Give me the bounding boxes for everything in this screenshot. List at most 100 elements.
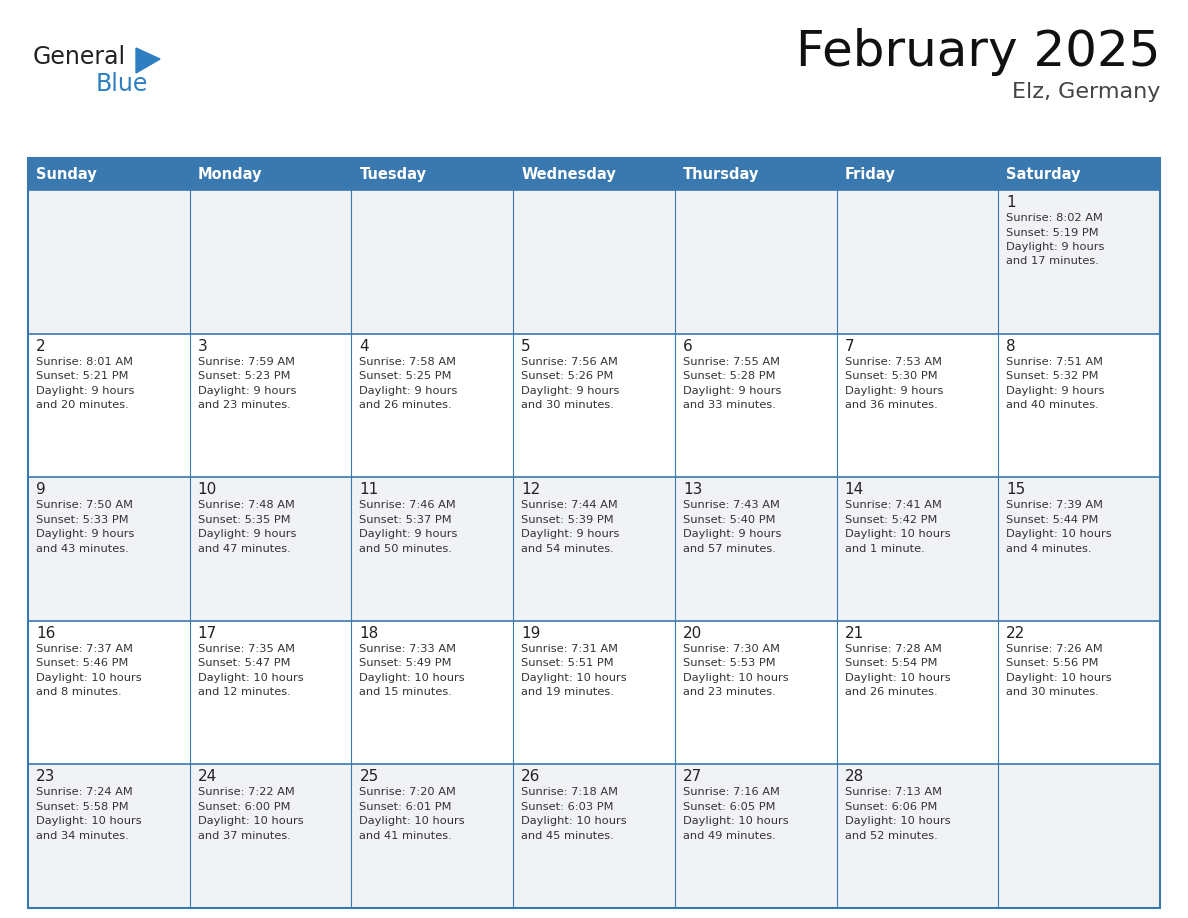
- Text: Daylight: 9 hours: Daylight: 9 hours: [1006, 242, 1105, 252]
- Text: Sunrise: 7:24 AM: Sunrise: 7:24 AM: [36, 788, 133, 798]
- Text: and 47 minutes.: and 47 minutes.: [197, 543, 290, 554]
- Text: and 19 minutes.: and 19 minutes.: [522, 688, 614, 698]
- Text: 26: 26: [522, 769, 541, 784]
- Text: Sunset: 5:25 PM: Sunset: 5:25 PM: [360, 371, 451, 381]
- Text: 5: 5: [522, 339, 531, 353]
- Text: 22: 22: [1006, 626, 1025, 641]
- Text: Daylight: 9 hours: Daylight: 9 hours: [522, 386, 619, 396]
- Text: 12: 12: [522, 482, 541, 498]
- Text: Sunset: 5:49 PM: Sunset: 5:49 PM: [360, 658, 451, 668]
- Text: Sunset: 5:54 PM: Sunset: 5:54 PM: [845, 658, 937, 668]
- Text: Blue: Blue: [96, 72, 148, 96]
- Text: and 45 minutes.: and 45 minutes.: [522, 831, 614, 841]
- Text: Daylight: 10 hours: Daylight: 10 hours: [845, 816, 950, 826]
- Text: 9: 9: [36, 482, 46, 498]
- Text: Sunrise: 7:41 AM: Sunrise: 7:41 AM: [845, 500, 941, 510]
- Text: Sunset: 5:23 PM: Sunset: 5:23 PM: [197, 371, 290, 381]
- Text: Sunset: 5:56 PM: Sunset: 5:56 PM: [1006, 658, 1099, 668]
- Text: Sunset: 5:28 PM: Sunset: 5:28 PM: [683, 371, 776, 381]
- Text: Sunrise: 7:37 AM: Sunrise: 7:37 AM: [36, 644, 133, 654]
- Text: Daylight: 9 hours: Daylight: 9 hours: [36, 386, 134, 396]
- Text: Daylight: 10 hours: Daylight: 10 hours: [845, 529, 950, 539]
- Text: 13: 13: [683, 482, 702, 498]
- Text: Daylight: 10 hours: Daylight: 10 hours: [683, 816, 789, 826]
- Text: Sunset: 6:06 PM: Sunset: 6:06 PM: [845, 802, 937, 812]
- Text: and 8 minutes.: and 8 minutes.: [36, 688, 121, 698]
- Text: Daylight: 9 hours: Daylight: 9 hours: [522, 529, 619, 539]
- Text: Tuesday: Tuesday: [360, 166, 426, 182]
- Text: Sunrise: 7:18 AM: Sunrise: 7:18 AM: [522, 788, 618, 798]
- Text: 4: 4: [360, 339, 369, 353]
- Text: Daylight: 10 hours: Daylight: 10 hours: [197, 673, 303, 683]
- Text: Sunrise: 7:46 AM: Sunrise: 7:46 AM: [360, 500, 456, 510]
- Text: 15: 15: [1006, 482, 1025, 498]
- Text: and 20 minutes.: and 20 minutes.: [36, 400, 128, 410]
- Text: and 12 minutes.: and 12 minutes.: [197, 688, 290, 698]
- Text: and 43 minutes.: and 43 minutes.: [36, 543, 128, 554]
- Text: and 37 minutes.: and 37 minutes.: [197, 831, 291, 841]
- Text: 7: 7: [845, 339, 854, 353]
- Text: Daylight: 10 hours: Daylight: 10 hours: [1006, 529, 1112, 539]
- Text: 19: 19: [522, 626, 541, 641]
- Text: Sunset: 5:35 PM: Sunset: 5:35 PM: [197, 515, 290, 525]
- Text: Sunrise: 7:43 AM: Sunrise: 7:43 AM: [683, 500, 779, 510]
- Text: Daylight: 10 hours: Daylight: 10 hours: [360, 816, 465, 826]
- Text: Sunrise: 7:53 AM: Sunrise: 7:53 AM: [845, 356, 942, 366]
- Text: and 15 minutes.: and 15 minutes.: [360, 688, 453, 698]
- Text: 21: 21: [845, 626, 864, 641]
- Text: Daylight: 9 hours: Daylight: 9 hours: [360, 529, 457, 539]
- Text: 20: 20: [683, 626, 702, 641]
- Text: and 4 minutes.: and 4 minutes.: [1006, 543, 1092, 554]
- Text: Sunrise: 7:26 AM: Sunrise: 7:26 AM: [1006, 644, 1102, 654]
- Text: and 49 minutes.: and 49 minutes.: [683, 831, 776, 841]
- Text: and 23 minutes.: and 23 minutes.: [683, 688, 776, 698]
- Bar: [29, 158, 1159, 908]
- Text: Sunrise: 7:59 AM: Sunrise: 7:59 AM: [197, 356, 295, 366]
- Text: Daylight: 9 hours: Daylight: 9 hours: [1006, 386, 1105, 396]
- Text: Daylight: 9 hours: Daylight: 9 hours: [683, 529, 782, 539]
- Text: and 30 minutes.: and 30 minutes.: [1006, 688, 1099, 698]
- Text: and 40 minutes.: and 40 minutes.: [1006, 400, 1099, 410]
- Text: Sunrise: 7:50 AM: Sunrise: 7:50 AM: [36, 500, 133, 510]
- Text: Sunrise: 7:33 AM: Sunrise: 7:33 AM: [360, 644, 456, 654]
- Text: Sunrise: 8:01 AM: Sunrise: 8:01 AM: [36, 356, 133, 366]
- Text: Sunset: 5:21 PM: Sunset: 5:21 PM: [36, 371, 128, 381]
- Text: Sunset: 6:05 PM: Sunset: 6:05 PM: [683, 802, 776, 812]
- Text: 1: 1: [1006, 195, 1016, 210]
- Text: Sunset: 5:19 PM: Sunset: 5:19 PM: [1006, 228, 1099, 238]
- Text: Sunset: 5:33 PM: Sunset: 5:33 PM: [36, 515, 128, 525]
- Text: and 23 minutes.: and 23 minutes.: [197, 400, 290, 410]
- Text: Daylight: 9 hours: Daylight: 9 hours: [197, 386, 296, 396]
- Text: and 57 minutes.: and 57 minutes.: [683, 543, 776, 554]
- Text: Sunrise: 7:35 AM: Sunrise: 7:35 AM: [197, 644, 295, 654]
- Text: Daylight: 10 hours: Daylight: 10 hours: [683, 673, 789, 683]
- Bar: [29, 765, 1159, 908]
- Text: Sunrise: 7:20 AM: Sunrise: 7:20 AM: [360, 788, 456, 798]
- Text: and 36 minutes.: and 36 minutes.: [845, 400, 937, 410]
- Text: Daylight: 9 hours: Daylight: 9 hours: [360, 386, 457, 396]
- Text: Daylight: 9 hours: Daylight: 9 hours: [197, 529, 296, 539]
- Text: and 52 minutes.: and 52 minutes.: [845, 831, 937, 841]
- Bar: [29, 333, 1159, 477]
- Text: Sunrise: 7:22 AM: Sunrise: 7:22 AM: [197, 788, 295, 798]
- Text: February 2025: February 2025: [796, 28, 1159, 76]
- Text: 24: 24: [197, 769, 217, 784]
- Text: and 54 minutes.: and 54 minutes.: [522, 543, 614, 554]
- Text: Sunrise: 7:56 AM: Sunrise: 7:56 AM: [522, 356, 618, 366]
- Text: Sunset: 5:32 PM: Sunset: 5:32 PM: [1006, 371, 1099, 381]
- Text: Sunset: 5:26 PM: Sunset: 5:26 PM: [522, 371, 613, 381]
- Text: Sunrise: 7:28 AM: Sunrise: 7:28 AM: [845, 644, 941, 654]
- Text: and 34 minutes.: and 34 minutes.: [36, 831, 128, 841]
- Text: Daylight: 9 hours: Daylight: 9 hours: [683, 386, 782, 396]
- Text: Elz, Germany: Elz, Germany: [1012, 82, 1159, 102]
- Text: General: General: [33, 45, 126, 69]
- Text: Sunrise: 7:44 AM: Sunrise: 7:44 AM: [522, 500, 618, 510]
- Text: 11: 11: [360, 482, 379, 498]
- Text: 23: 23: [36, 769, 56, 784]
- Bar: [29, 190, 1159, 333]
- Text: Wednesday: Wednesday: [522, 166, 615, 182]
- Text: Sunrise: 7:16 AM: Sunrise: 7:16 AM: [683, 788, 779, 798]
- Text: Thursday: Thursday: [683, 166, 759, 182]
- Text: 25: 25: [360, 769, 379, 784]
- Text: Daylight: 10 hours: Daylight: 10 hours: [197, 816, 303, 826]
